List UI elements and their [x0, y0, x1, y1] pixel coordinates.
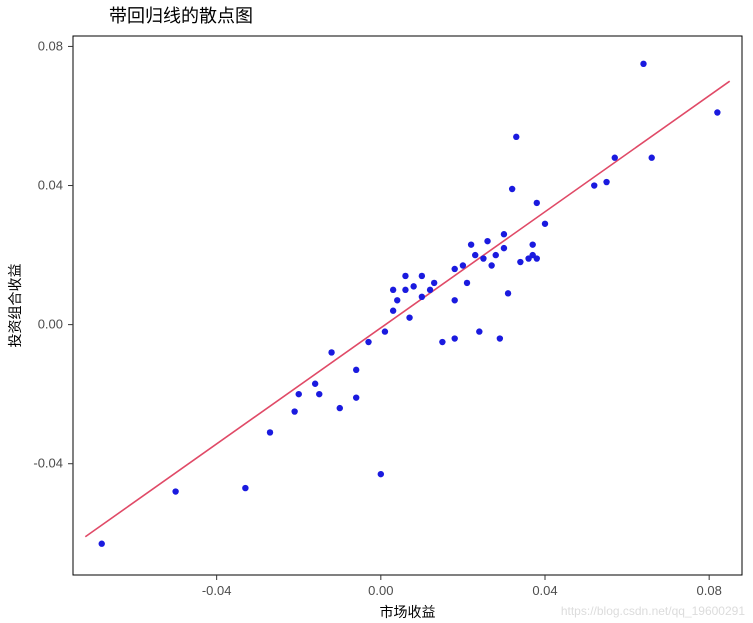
data-point — [328, 349, 334, 355]
data-point — [267, 429, 273, 435]
data-point — [172, 488, 178, 494]
data-point — [394, 297, 400, 303]
data-point — [484, 238, 490, 244]
data-point — [99, 541, 105, 547]
x-tick-label: 0.04 — [532, 583, 557, 598]
data-point — [365, 339, 371, 345]
y-tick-label: 0.04 — [38, 178, 63, 193]
data-point — [402, 273, 408, 279]
data-point — [517, 259, 523, 265]
chart-title: 带回归线的散点图 — [109, 6, 253, 26]
data-point — [497, 335, 503, 341]
data-point — [378, 471, 384, 477]
data-point — [529, 241, 535, 247]
data-point — [431, 280, 437, 286]
data-point — [476, 328, 482, 334]
data-point — [505, 290, 511, 296]
x-axis-label: 市场收益 — [380, 604, 436, 620]
data-point — [296, 391, 302, 397]
watermark: https://blog.csdn.net/qq_19600291 — [561, 604, 745, 618]
data-point — [603, 179, 609, 185]
data-point — [312, 381, 318, 387]
x-tick-label: -0.04 — [202, 583, 232, 598]
chart-svg: -0.04 0.00 0.04 0.08 -0.04 0.00 0.04 0.08 带回归线的散… — [0, 0, 753, 623]
data-point — [451, 266, 457, 272]
data-point — [472, 252, 478, 258]
x-tick-label: 0.00 — [368, 583, 393, 598]
data-point — [513, 134, 519, 140]
data-point — [488, 262, 494, 268]
data-point — [468, 241, 474, 247]
data-point — [410, 283, 416, 289]
data-point — [427, 287, 433, 293]
data-point — [460, 262, 466, 268]
data-point — [439, 339, 445, 345]
data-point — [451, 297, 457, 303]
data-point — [534, 200, 540, 206]
data-point — [382, 328, 388, 334]
data-point — [291, 408, 297, 414]
data-point — [493, 252, 499, 258]
data-point — [464, 280, 470, 286]
data-point — [649, 155, 655, 161]
data-point — [509, 186, 515, 192]
data-point — [390, 287, 396, 293]
data-point — [612, 155, 618, 161]
data-point — [353, 394, 359, 400]
scatter-chart-container: -0.04 0.00 0.04 0.08 -0.04 0.00 0.04 0.08 带回归线的散… — [0, 0, 753, 623]
y-axis-label: 投资组合收益 — [7, 264, 23, 348]
data-point — [591, 182, 597, 188]
data-point — [501, 245, 507, 251]
data-point — [501, 231, 507, 237]
data-point — [406, 314, 412, 320]
data-point — [451, 335, 457, 341]
data-point — [353, 367, 359, 373]
y-tick-label: 0.08 — [38, 38, 63, 53]
y-tick-label: 0.00 — [38, 317, 63, 332]
x-tick-label: 0.08 — [697, 583, 722, 598]
data-point — [390, 308, 396, 314]
data-point — [337, 405, 343, 411]
data-point — [419, 273, 425, 279]
y-tick-label: -0.04 — [33, 456, 63, 471]
data-point — [534, 255, 540, 261]
data-point — [480, 255, 486, 261]
data-point — [714, 109, 720, 115]
data-point — [402, 287, 408, 293]
data-point — [316, 391, 322, 397]
data-point — [542, 221, 548, 227]
data-point — [242, 485, 248, 491]
data-point — [419, 294, 425, 300]
data-point — [640, 61, 646, 67]
